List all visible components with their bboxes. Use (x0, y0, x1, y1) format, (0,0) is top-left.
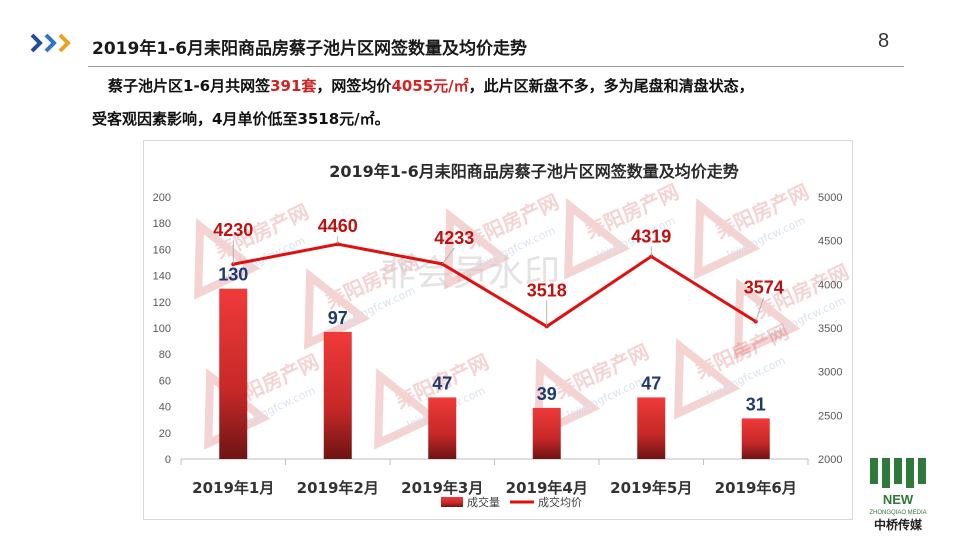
y-left-tick-label: 0 (165, 454, 171, 466)
bar-value-label: 130 (218, 265, 248, 285)
label-leader-line (755, 297, 765, 322)
x-tick-label: 2019年4月 (506, 479, 588, 497)
chart-frame (143, 140, 853, 520)
label-leader-line (441, 247, 455, 265)
summary-line-2: 受客观因素影响，4月单价低至3518元/㎡。 (92, 110, 390, 128)
y-right-tick-label: 4000 (818, 279, 842, 291)
zhongqiao-media-logo: NEW ZHONGQIAO MEDIA 中桥传媒 (869, 458, 927, 532)
x-tick-label: 2019年1月 (192, 479, 274, 497)
summary-line-1: 蔡子池片区1-6月共网签391套，网签均价4055元/㎡，此片区新盘不多，多为尾… (92, 70, 902, 103)
page-number: 8 (878, 30, 890, 52)
line-value-label: 4460 (318, 216, 358, 236)
y-left-tick-label: 180 (153, 218, 171, 230)
x-tick-label: 2019年2月 (297, 479, 379, 497)
chevron-right-icon (30, 33, 71, 53)
bar-value-label: 39 (537, 384, 557, 404)
y-right-tick-label: 3000 (818, 367, 842, 379)
x-tick-label: 2019年6月 (715, 479, 797, 497)
chart-title: 2019年1-6月耒阳商品房蔡子池片区网签数量及均价走势 (329, 162, 738, 181)
bar (637, 397, 666, 459)
y-right-tick-label: 2500 (818, 410, 842, 422)
bar-value-label: 97 (328, 308, 348, 328)
line-value-label: 3574 (744, 278, 784, 298)
bar-value-label: 31 (746, 394, 766, 414)
price-line (232, 242, 757, 329)
line-series (231, 236, 765, 329)
summary-text-a: 蔡子池片区1-6月共网签 (108, 77, 271, 95)
x-tick-label: 2019年5月 (610, 479, 692, 497)
summary-text: 蔡子池片区1-6月共网签391套，网签均价4055元/㎡，此片区新盘不多，多为尾… (92, 70, 902, 136)
y-left-tick-label: 80 (159, 349, 171, 361)
y-left-tick-label: 60 (159, 375, 171, 387)
legend-label-volume: 成交量 (467, 495, 500, 509)
line-value-label: 3518 (527, 280, 567, 300)
slide-header: 2019年1-6月耒阳商品房蔡子池片区网签数量及均价走势 8 (0, 0, 960, 67)
line-value-label: 4319 (631, 226, 671, 246)
bar (741, 418, 770, 459)
y-left-tick-label: 200 (153, 192, 171, 204)
bar (219, 288, 248, 459)
chart-axes: 0 20 40 60 80 100 120 140 160 180 200 2000 2500 3000 3… (153, 192, 843, 497)
summary-count-highlight: 391套 (270, 77, 317, 95)
y-right-tick-label: 5000 (818, 192, 842, 204)
x-tick-label: 2019年3月 (401, 479, 483, 497)
summary-text-c: ，网签均价 (316, 77, 392, 95)
y-left-tick-label: 140 (153, 271, 171, 283)
y-left-tick-label: 100 (153, 323, 171, 335)
logo-word: NEW (883, 492, 914, 507)
logo-cn: 中桥传媒 (874, 517, 923, 532)
y-right-tick-label: 2000 (818, 454, 842, 466)
y-left-tick-label: 160 (153, 244, 171, 256)
watermark-center-text: 非会员水印 (380, 253, 560, 294)
summary-price-highlight: 4055元/㎡ (391, 77, 469, 95)
legend-swatch-bar (441, 497, 463, 507)
bar-series (219, 288, 770, 459)
page-title: 2019年1-6月耒阳商品房蔡子池片区网签数量及均价走势 (92, 39, 528, 59)
y-left-tick-label: 20 (159, 428, 171, 440)
data-labels: 130 97 47 39 47 31 4230 4460 4233 3518 4319 3574 (213, 216, 784, 414)
chart-legend: 成交量 成交均价 (441, 495, 582, 509)
header-divider (88, 66, 904, 67)
bar-value-label: 47 (432, 373, 452, 393)
summary-text-e: ，此片区新盘不多，多为尾盘和清盘状态， (468, 77, 754, 95)
bar (323, 331, 352, 459)
logo-sub: ZHONGQIAO MEDIA (869, 510, 926, 516)
y-left-tick-label: 120 (153, 297, 171, 309)
line-value-label: 4233 (434, 228, 474, 248)
y-left-tick-label: 40 (159, 402, 171, 414)
legend-label-price: 成交均价 (538, 495, 582, 509)
y-right-tick-label: 3500 (818, 323, 842, 335)
line-value-label: 4230 (213, 220, 253, 240)
y-right-tick-label: 4500 (818, 236, 842, 248)
bar-value-label: 47 (641, 373, 661, 393)
bar (428, 397, 457, 459)
bar (532, 407, 561, 459)
